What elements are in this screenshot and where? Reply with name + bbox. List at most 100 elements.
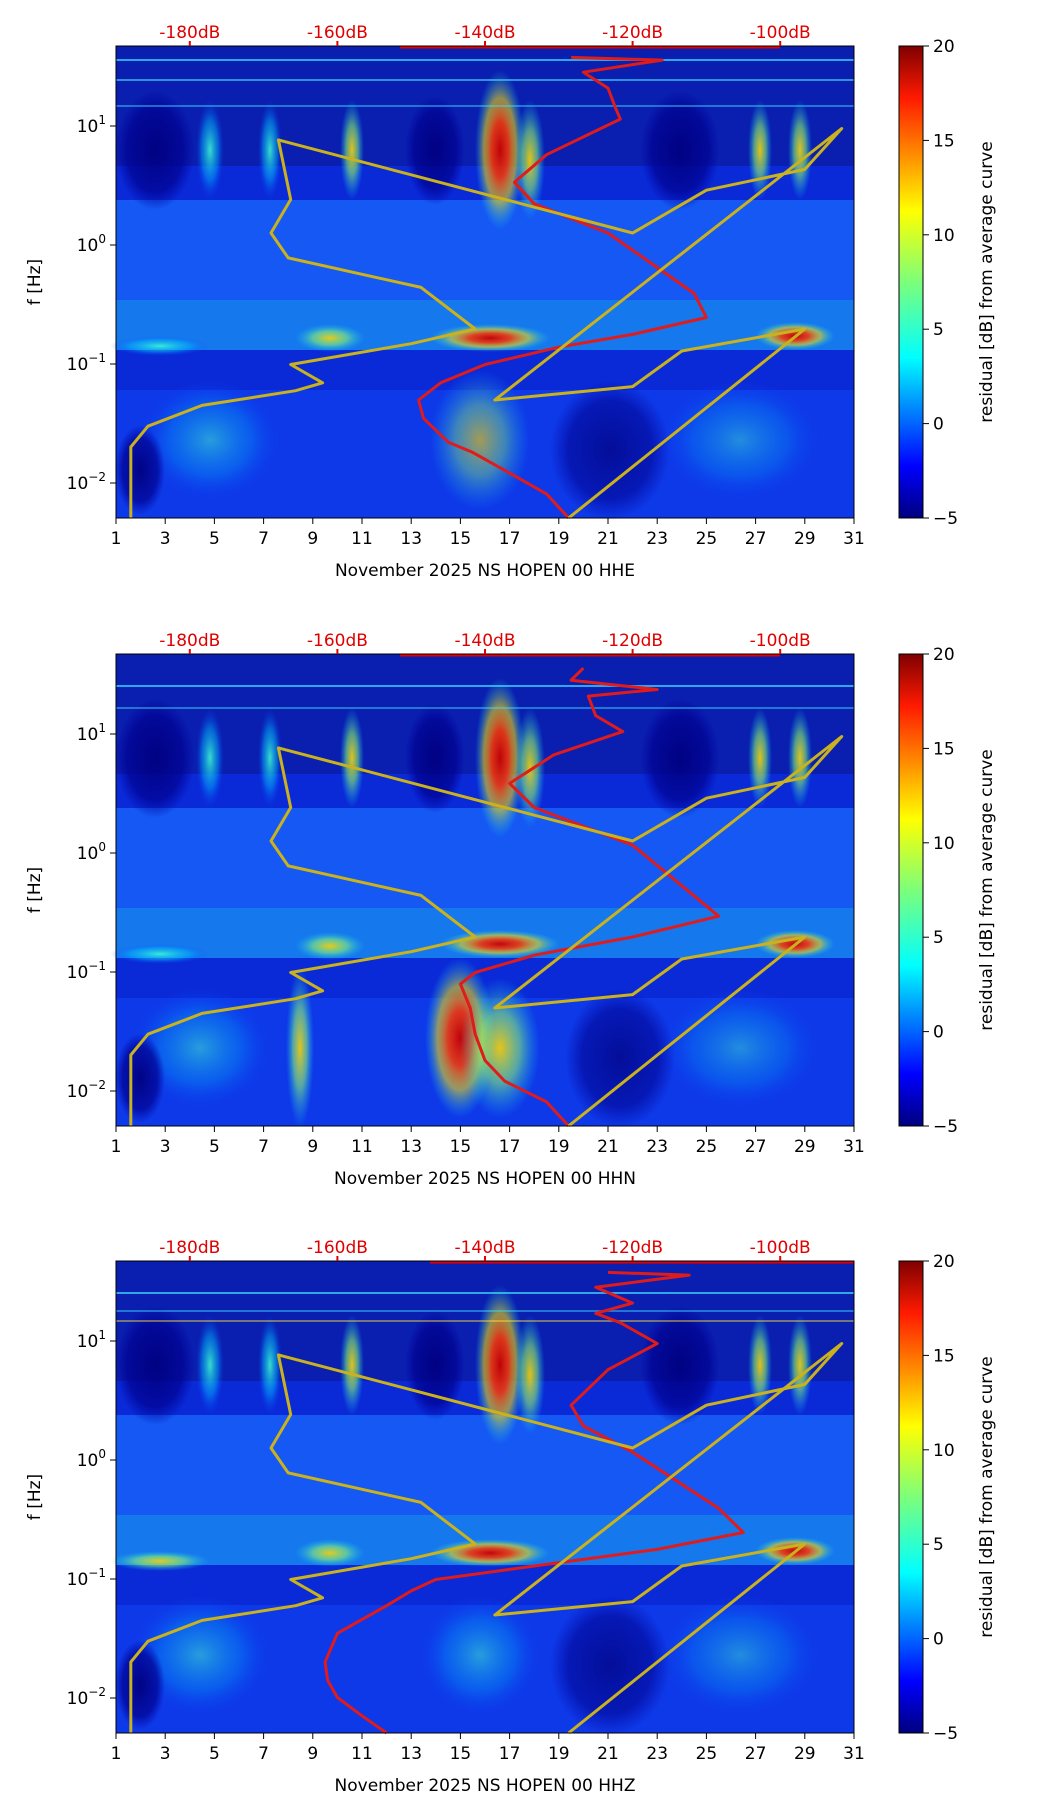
colorbar-tick-label: 0	[933, 415, 944, 435]
x-axis: 1 3 5 7 9 11 13 15 17 19 21 23 25 27 29 31	[111, 1733, 865, 1764]
x-tick-label: 15	[450, 1137, 472, 1157]
x-tick-label: 11	[351, 529, 373, 549]
y-axis: 10−2 10−1 100 101 f [Hz]	[25, 1328, 116, 1709]
colorbar-label: residual [dB] from average curve	[977, 1356, 997, 1637]
yellow-curve	[129, 1342, 844, 1735]
top-tick-label: -100dB	[750, 1238, 811, 1258]
x-tick-label: 31	[843, 1744, 865, 1764]
x-tick-label: 5	[209, 1137, 220, 1157]
top-tick-label: -140dB	[454, 631, 515, 651]
top-tick-label: -120dB	[602, 631, 663, 651]
red-curve	[458, 667, 721, 1128]
y-tick-label: 10−1	[67, 351, 106, 375]
y-axis-label: f [Hz]	[25, 867, 45, 913]
y-tick-label: 10−2	[67, 1685, 106, 1709]
y-tick-label: 10−1	[67, 959, 106, 983]
x-tick-label: 15	[450, 529, 472, 549]
top-tick-label: -120dB	[602, 23, 663, 43]
top-db-axis: -180dB -160dB -140dB -120dB -100dB	[159, 23, 811, 46]
x-tick-label: 19	[548, 1137, 570, 1157]
top-tick-label: -160dB	[307, 1238, 368, 1258]
top-tick-label: -140dB	[454, 23, 515, 43]
colorbar: 20 15 10 5 0 −5 residual [dB] from average cu…	[898, 645, 997, 1137]
x-axis: 1 3 5 7 9 11 13 15 17 19 21 23 25 27 29 31	[111, 518, 865, 549]
colorbar-tick-label: 0	[933, 1630, 944, 1650]
colorbar-label: residual [dB] from average curve	[977, 749, 997, 1030]
top-db-axis: -180dB -160dB -140dB -120dB -100dB	[159, 1238, 811, 1261]
top-tick-label: -120dB	[602, 1238, 663, 1258]
panel-hhn: 10−2 10−1 100 101 f [Hz] 1 3 5 7 9 11 13 15 17 19…	[25, 631, 997, 1189]
x-tick-label: 31	[843, 529, 865, 549]
colorbar-tick-label: 10	[933, 1441, 955, 1461]
x-tick-label: 9	[307, 529, 318, 549]
colorbar: 20 15 10 5 0 −5 residual [dB] from average cu…	[898, 1252, 997, 1744]
x-tick-label: 5	[209, 529, 220, 549]
colorbar-tick-label: −5	[933, 509, 958, 529]
colorbar-ticks: 20 15 10 5 0 −5	[923, 37, 958, 529]
x-tick-label: 13	[400, 529, 422, 549]
colorbar-tick-label: 10	[933, 226, 955, 246]
y-tick-label: 101	[77, 1328, 106, 1352]
x-tick-label: 23	[646, 1137, 668, 1157]
x-tick-label: 27	[745, 529, 767, 549]
top-tick-label: -180dB	[159, 23, 220, 43]
x-tick-label: 23	[646, 529, 668, 549]
x-tick-label: 3	[160, 1744, 171, 1764]
yellow-curve-line	[129, 127, 844, 520]
y-tick-label: 101	[77, 113, 106, 137]
y-axis-label: f [Hz]	[25, 1474, 45, 1520]
top-tick-label: -180dB	[159, 1238, 220, 1258]
colorbar-tick-label: −5	[933, 1117, 958, 1137]
top-tick-label: -180dB	[159, 631, 220, 651]
colorbar-tick-label: 15	[933, 1346, 955, 1366]
x-tick-label: 3	[160, 1137, 171, 1157]
colorbar-tick-label: 0	[933, 1023, 944, 1043]
colorbar-tick-label: 10	[933, 834, 955, 854]
x-tick-label: 21	[597, 529, 619, 549]
colorbar: 20 15 10 5 0 −5 residual [dB] from average cu…	[898, 37, 997, 529]
x-tick-label: 9	[307, 1744, 318, 1764]
top-tick-label: -140dB	[454, 1238, 515, 1258]
panel-hhe: 10−2 10−1 100 101 f [Hz] 1 3 5 7 9 11 13 15 17 19…	[25, 23, 997, 581]
colorbar-tick-label: 20	[933, 37, 955, 57]
top-tick-label: -100dB	[750, 23, 811, 43]
x-axis-label: November 2025 NS HOPEN 00 HHZ	[335, 1776, 636, 1796]
x-tick-label: 7	[258, 1137, 269, 1157]
panel-hhz: 10−2 10−1 100 101 f [Hz] 1 3 5 7 9 11 13 15 17 19…	[25, 1238, 997, 1796]
x-tick-label: 7	[258, 1744, 269, 1764]
x-tick-label: 21	[597, 1137, 619, 1157]
x-tick-label: 29	[794, 1744, 816, 1764]
colorbar-tick-label: 5	[933, 320, 944, 340]
x-tick-label: 13	[400, 1137, 422, 1157]
colorbar-tick-label: 15	[933, 131, 955, 151]
x-tick-label: 1	[111, 1744, 122, 1764]
x-axis: 1 3 5 7 9 11 13 15 17 19 21 23 25 27 29 31	[111, 1126, 865, 1157]
x-tick-label: 17	[499, 1137, 521, 1157]
y-tick-label: 10−2	[67, 470, 106, 494]
red-curve	[323, 1270, 745, 1735]
x-tick-label: 19	[548, 529, 570, 549]
x-tick-label: 27	[745, 1137, 767, 1157]
colorbar-label: residual [dB] from average curve	[977, 141, 997, 422]
colorbar-tick-label: 20	[933, 1252, 955, 1272]
top-tick-label: -160dB	[307, 23, 368, 43]
y-tick-label: 100	[77, 232, 106, 256]
x-tick-label: 15	[450, 1744, 472, 1764]
spectrogram-image	[110, 45, 854, 520]
y-axis: 10−2 10−1 100 101 f [Hz]	[25, 113, 116, 494]
yellow-curve	[129, 735, 844, 1128]
x-tick-label: 11	[351, 1137, 373, 1157]
colorbar-tick-label: 5	[933, 1535, 944, 1555]
x-tick-label: 29	[794, 1137, 816, 1157]
y-axis: 10−2 10−1 100 101 f [Hz]	[25, 721, 116, 1102]
colorbar-tick-label: 20	[933, 645, 955, 665]
top-db-axis: -180dB -160dB -140dB -120dB -100dB	[159, 631, 811, 654]
x-tick-label: 25	[696, 529, 718, 549]
x-tick-label: 5	[209, 1744, 220, 1764]
red-curve-line	[458, 667, 721, 1128]
red-curve-line	[323, 1270, 745, 1735]
x-tick-label: 7	[258, 529, 269, 549]
x-tick-label: 25	[696, 1744, 718, 1764]
colorbar-tick-label: −5	[933, 1724, 958, 1744]
